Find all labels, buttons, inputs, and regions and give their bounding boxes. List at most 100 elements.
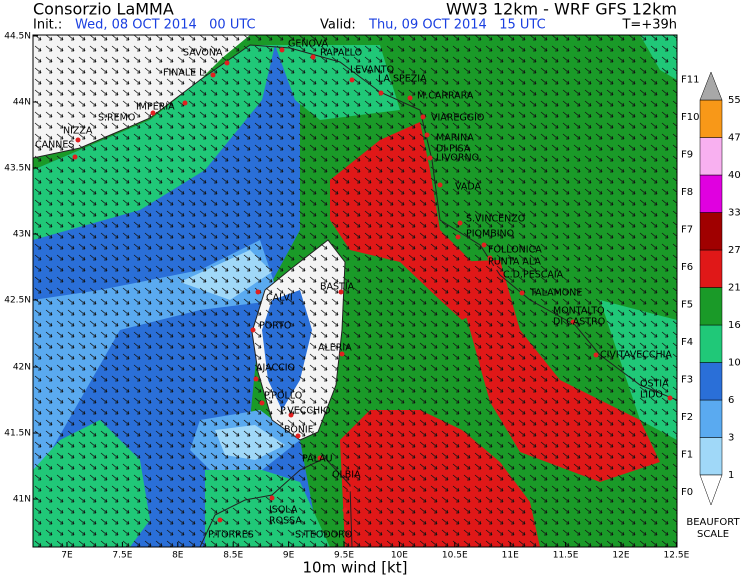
colorbar-low <box>699 474 723 506</box>
valid-time: Thu, 09 OCT 2014 15 UTC <box>368 18 546 33</box>
place-label: PUNTA ALA <box>488 257 541 268</box>
colorbar-segment <box>699 212 723 251</box>
place-marker <box>570 319 576 325</box>
colorbar: 1 3 6 10 16 21 27 33 40 47 55 F0 F1 F2 F3 F4 F5 F6 F7 F8 F9 F… <box>681 71 741 540</box>
beaufort-force: F7 <box>681 225 693 236</box>
colorbar-segment <box>699 287 723 326</box>
colorbar-segment <box>699 99 723 138</box>
lat-tick-label: 41N <box>13 495 31 505</box>
place-marker <box>338 289 344 295</box>
colorbar-value: 3 <box>728 433 734 444</box>
beaufort-force: F3 <box>681 375 693 386</box>
place-label: CANNES <box>35 140 74 151</box>
lon-tick-label: 11E <box>502 551 519 561</box>
lon-tick-label: 9.5E <box>334 551 354 561</box>
place-marker <box>295 433 301 439</box>
x-axis-label: 10m wind [kt] <box>303 559 408 577</box>
colorbar-segment <box>699 362 723 401</box>
place-label: BONIF. <box>284 425 315 436</box>
beaufort-force: F10 <box>681 112 699 123</box>
place-marker <box>487 255 493 261</box>
place-label: DI PISA <box>436 144 471 155</box>
place-label: OLBIA <box>332 470 361 481</box>
colorbar-value: 1 <box>728 470 734 481</box>
place-marker <box>279 47 285 53</box>
place-label: GENOVA <box>288 39 329 50</box>
place-marker <box>519 290 525 296</box>
place-label: MONTALTO <box>553 306 605 317</box>
beaufort-force: F0 <box>681 487 693 498</box>
place-label: M.CARRARA <box>417 91 474 102</box>
colorbar-segment <box>699 249 723 288</box>
place-label: C.D.PESCAIA <box>503 270 564 281</box>
lon-tick-label: 10E <box>391 551 408 561</box>
place-marker <box>72 154 78 160</box>
place-marker <box>342 507 348 513</box>
init-time: Wed, 08 OCT 2014 00 UTC <box>75 18 256 33</box>
place-marker <box>424 132 430 138</box>
colorbar-segment <box>699 137 723 176</box>
place-label: LA SPEZIA <box>378 74 427 85</box>
place-label: CALVI <box>266 293 293 304</box>
wind-field <box>33 35 677 547</box>
beaufort-force: F2 <box>681 412 693 423</box>
place-marker <box>317 455 323 461</box>
place-marker <box>457 220 463 226</box>
place-marker <box>250 327 256 333</box>
place-marker <box>150 110 156 116</box>
colorbar-segment <box>699 174 723 213</box>
place-marker <box>182 100 188 106</box>
colorbar-high <box>699 71 723 101</box>
place-label: P.POLLO <box>264 391 302 402</box>
place-label: P.VECCHIO <box>280 406 330 417</box>
place-label: CIVITAVECCHIA <box>600 350 672 361</box>
place-label: S.TEODORO <box>295 530 352 541</box>
lat-tick-label: 42N <box>13 363 31 373</box>
beaufort-force: F1 <box>681 450 693 461</box>
place-marker <box>378 90 384 96</box>
place-label: PORTO <box>259 321 291 332</box>
place-marker <box>492 265 498 271</box>
title: Consorzio LaMMA <box>33 0 174 19</box>
place-label: OSTIA <box>640 379 669 390</box>
place-marker <box>455 234 461 240</box>
lon-tick-label: 11.5E <box>553 551 579 561</box>
place-marker <box>349 77 355 83</box>
lat-tick-label: 43N <box>13 230 31 240</box>
colorbar-value: 55 <box>728 95 741 106</box>
place-label: NIZZA <box>63 126 93 137</box>
place-marker <box>407 95 413 101</box>
colorbar-value: 16 <box>728 320 741 331</box>
place-label: TALAMONE <box>529 288 582 299</box>
place-label: LIDO <box>640 390 663 401</box>
lon-tick-label: 7E <box>61 551 73 561</box>
beaufort-force: F6 <box>681 262 693 273</box>
colorbar-caption: BEAUFORT <box>686 517 740 528</box>
place-marker <box>420 114 426 120</box>
lat-tick-label: 43.5N <box>4 164 31 174</box>
place-marker <box>217 517 223 523</box>
place-marker <box>667 395 673 401</box>
place-label: SAVONA <box>183 48 223 59</box>
place-marker <box>347 486 353 492</box>
place-label: VADA <box>455 182 482 193</box>
place-marker <box>255 289 261 295</box>
place-marker <box>339 351 345 357</box>
colorbar-value: 40 <box>728 170 741 181</box>
lat-tick-label: 44N <box>13 98 31 108</box>
lon-tick-label: 12.5E <box>664 551 690 561</box>
colorbar-segment <box>699 399 723 438</box>
place-label: S.VINCENZO <box>466 214 525 225</box>
place-label: S.REMO <box>98 113 135 124</box>
place-marker <box>210 72 216 78</box>
lat-tick-label: 44.5N <box>4 32 31 42</box>
colorbar-value: 47 <box>728 133 741 144</box>
model: WW3 12km - WRF GFS 12km <box>446 0 677 19</box>
lat-tick-label: 41.5N <box>4 429 31 439</box>
place-label: VIAREGGIO <box>431 113 484 124</box>
place-marker <box>269 495 275 501</box>
lon-tick-label: 9E <box>283 551 295 561</box>
lon-tick-label: 8.5E <box>223 551 243 561</box>
beaufort-force: F11 <box>681 75 699 86</box>
place-label: FINALE L. <box>163 68 208 79</box>
